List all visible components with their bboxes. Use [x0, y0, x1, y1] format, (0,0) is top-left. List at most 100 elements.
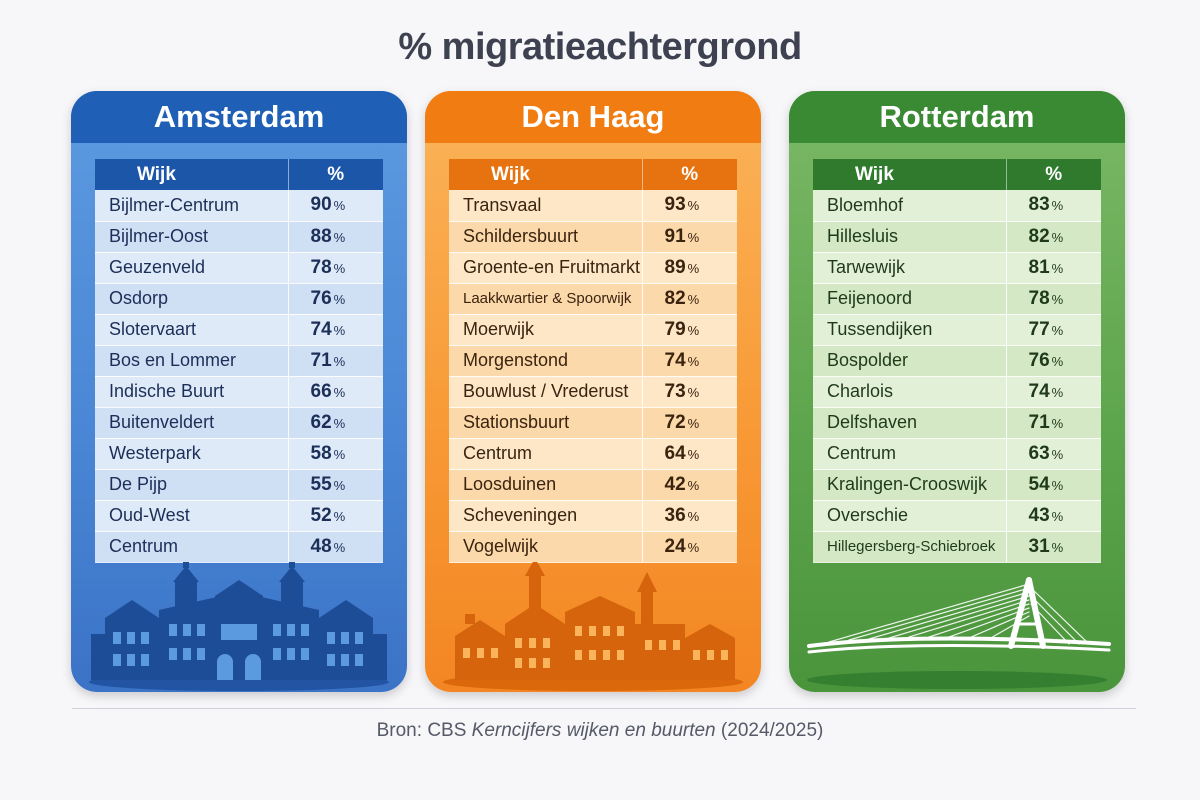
percent-sign: % — [333, 198, 346, 214]
percentage-value: 74% — [641, 345, 737, 377]
wijk-name: Tarwewijk — [813, 252, 1006, 284]
percentage-value: 82% — [1005, 221, 1101, 253]
percentage-number: 71 — [310, 349, 332, 371]
percentage-value: 42% — [641, 469, 737, 501]
table-row: Centrum 63% — [813, 438, 1101, 470]
card-den-haag: Den Haag Wijk % Transvaal 93% Schildersbuu… — [425, 91, 761, 692]
table-row: Stationsbuurt 72% — [449, 407, 737, 439]
wijk-name: Scheveningen — [449, 500, 642, 532]
percentage-number: 78 — [1028, 287, 1050, 309]
percentage-value: 58% — [287, 438, 383, 470]
percent-sign: % — [333, 229, 346, 245]
percentage-value: 24% — [641, 531, 737, 563]
percent-sign: % — [1051, 198, 1064, 214]
table-row: De Pijp 55% — [95, 469, 383, 501]
card-rotterdam: Rotterdam Wijk % Bloemhof 83% Hillesluis 82… — [789, 91, 1125, 692]
wijk-name: Westerpark — [95, 438, 288, 470]
wijk-name: Charlois — [813, 376, 1006, 408]
wijk-name: Hillegersberg-Schiebroek — [813, 531, 1006, 563]
table-row: Scheveningen 36% — [449, 500, 737, 532]
wijk-name: Morgenstond — [449, 345, 642, 377]
percent-sign: % — [687, 384, 700, 400]
table-row: Indische Buurt 66% — [95, 376, 383, 408]
percentage-number: 72 — [664, 411, 686, 433]
percentage-value: 77% — [1005, 314, 1101, 346]
percentage-number: 89 — [664, 256, 686, 278]
wijk-name: Bloemhof — [813, 190, 1006, 222]
percentage-number: 90 — [310, 194, 332, 216]
percent-sign: % — [333, 322, 346, 338]
percentage-value: 93% — [641, 190, 737, 222]
percent-sign: % — [1051, 415, 1064, 431]
percentage-value: 55% — [287, 469, 383, 501]
percent-sign: % — [1051, 539, 1064, 555]
card-amsterdam: Amsterdam Wijk % Bijlmer-Centrum 90% Bijlm… — [71, 91, 407, 692]
city-title-rotterdam: Rotterdam — [789, 91, 1125, 143]
table-row: Transvaal 93% — [449, 190, 737, 222]
wijk-name: Kralingen-Crooswijk — [813, 469, 1006, 501]
wijk-name: Transvaal — [449, 190, 642, 222]
percent-sign: % — [687, 260, 700, 276]
percentage-value: 73% — [641, 376, 737, 408]
wijk-name: Bijlmer-Oost — [95, 221, 288, 253]
city-title-den-haag: Den Haag — [425, 91, 761, 143]
rijksmuseum-skyline-icon — [89, 562, 389, 691]
percentage-number: 76 — [310, 287, 332, 309]
table-row: Morgenstond 74% — [449, 345, 737, 377]
table-row: Loosduinen 42% — [449, 469, 737, 501]
table-row: Moerwijk 79% — [449, 314, 737, 346]
column-header-percent: % — [1005, 159, 1101, 190]
percentage-number: 79 — [664, 318, 686, 340]
wijk-name: Centrum — [813, 438, 1006, 470]
percentage-value: 43% — [1005, 500, 1101, 532]
percent-sign: % — [333, 446, 346, 462]
wijk-name: Buitenveldert — [95, 407, 288, 439]
percent-sign: % — [687, 539, 700, 555]
percent-sign: % — [687, 198, 700, 214]
percent-sign: % — [687, 415, 700, 431]
table-row: Feijenoord 78% — [813, 283, 1101, 315]
wijk-name: Overschie — [813, 500, 1006, 532]
percentage-number: 83 — [1028, 194, 1050, 216]
percent-sign: % — [687, 291, 700, 307]
percentage-number: 91 — [664, 225, 686, 247]
percentage-value: 90% — [287, 190, 383, 222]
percentage-value: 76% — [287, 283, 383, 315]
percentage-value: 71% — [1005, 407, 1101, 439]
percentage-value: 31% — [1005, 531, 1101, 563]
percentage-number: 24 — [664, 535, 686, 557]
percentage-value: 71% — [287, 345, 383, 377]
city-title-amsterdam: Amsterdam — [71, 91, 407, 143]
wijk-name: Moerwijk — [449, 314, 642, 346]
table-row: Charlois 74% — [813, 376, 1101, 408]
table-row: Kralingen-Crooswijk 54% — [813, 469, 1101, 501]
wijk-name: Indische Buurt — [95, 376, 288, 408]
percentage-number: 43 — [1028, 504, 1050, 526]
wijk-name: Bijlmer-Centrum — [95, 190, 288, 222]
column-header-percent: % — [287, 159, 383, 190]
table-row: Hillegersberg-Schiebroek 31% — [813, 531, 1101, 563]
percent-sign: % — [333, 353, 346, 369]
percentage-number: 62 — [310, 411, 332, 433]
wijk-name: Hillesluis — [813, 221, 1006, 253]
percent-sign: % — [333, 415, 346, 431]
wijk-name: Delfshaven — [813, 407, 1006, 439]
percentage-value: 91% — [641, 221, 737, 253]
percentage-value: 64% — [641, 438, 737, 470]
percentage-value: 76% — [1005, 345, 1101, 377]
table-row: Bospolder 76% — [813, 345, 1101, 377]
table-row: Buitenveldert 62% — [95, 407, 383, 439]
wijk-name: Laakkwartier & Spoorwijk — [449, 283, 642, 315]
percentage-value: 48% — [287, 531, 383, 563]
percentage-value: 52% — [287, 500, 383, 532]
percentage-number: 71 — [1028, 411, 1050, 433]
percentage-number: 93 — [664, 194, 686, 216]
table-row: Bloemhof 83% — [813, 190, 1101, 222]
column-header-wijk: Wijk — [95, 159, 288, 190]
wijk-name: Oud-West — [95, 500, 288, 532]
percentage-number: 74 — [310, 318, 332, 340]
table-rotterdam: Wijk % Bloemhof 83% Hillesluis 82% Tarwewijk… — [813, 159, 1101, 563]
footer-divider — [72, 708, 1136, 709]
table-amsterdam: Wijk % Bijlmer-Centrum 90% Bijlmer-Oost 88%… — [95, 159, 383, 563]
percent-sign: % — [333, 384, 346, 400]
